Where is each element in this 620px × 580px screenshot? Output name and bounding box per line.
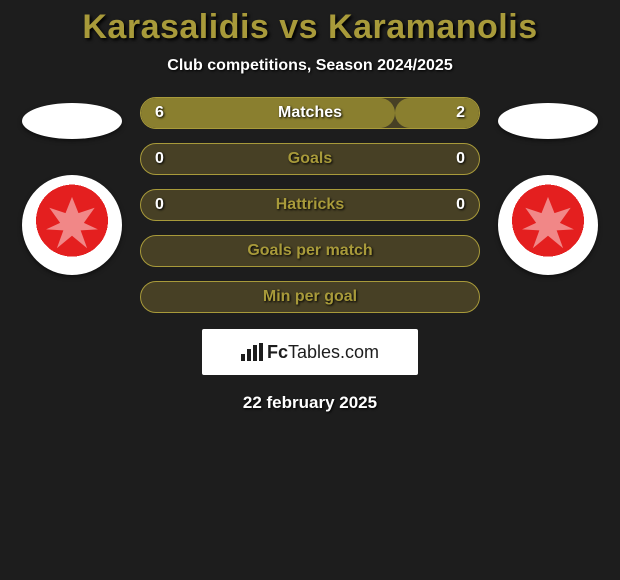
stats-bars: 6 2 Matches 0 0 Goals 0 0 Hattricks Goals per mat… bbox=[140, 97, 480, 313]
stat-value-left: 0 bbox=[155, 196, 164, 214]
stat-value-right: 2 bbox=[456, 104, 465, 122]
right-flag-icon bbox=[498, 103, 598, 139]
right-club-badge-icon bbox=[498, 175, 598, 275]
stat-value-left: 0 bbox=[155, 150, 164, 168]
page-title: Karasalidis vs Karamanolis bbox=[0, 8, 620, 47]
stat-label: Matches bbox=[278, 104, 342, 122]
stat-label: Hattricks bbox=[276, 196, 344, 214]
brand-badge: FcTables.com bbox=[202, 329, 418, 375]
left-player-col bbox=[22, 97, 122, 275]
stat-label: Goals per match bbox=[247, 242, 372, 260]
page-subtitle: Club competitions, Season 2024/2025 bbox=[0, 57, 620, 75]
stat-bar: 0 0 Hattricks bbox=[140, 189, 480, 221]
brand-suffix: Tables.com bbox=[288, 342, 379, 362]
main-row: 6 2 Matches 0 0 Goals 0 0 Hattricks Goals per mat… bbox=[0, 97, 620, 313]
stat-fill-right bbox=[395, 98, 480, 128]
footer-date: 22 february 2025 bbox=[0, 393, 620, 413]
stat-label: Min per goal bbox=[263, 288, 357, 306]
stat-label: Goals bbox=[288, 150, 332, 168]
stat-bar: Min per goal bbox=[140, 281, 480, 313]
brand-prefix: Fc bbox=[267, 342, 288, 362]
stat-value-right: 0 bbox=[456, 150, 465, 168]
left-club-badge-icon bbox=[22, 175, 122, 275]
brand-text: FcTables.com bbox=[267, 342, 379, 363]
stat-value-right: 0 bbox=[456, 196, 465, 214]
stat-value-left: 6 bbox=[155, 104, 164, 122]
stat-fill-left bbox=[141, 98, 395, 128]
comparison-card: Karasalidis vs Karamanolis Club competit… bbox=[0, 0, 620, 413]
stat-bar: 0 0 Goals bbox=[140, 143, 480, 175]
left-flag-icon bbox=[22, 103, 122, 139]
right-player-col bbox=[498, 97, 598, 275]
stat-bar: Goals per match bbox=[140, 235, 480, 267]
bar-chart-icon bbox=[241, 343, 263, 361]
stat-bar: 6 2 Matches bbox=[140, 97, 480, 129]
